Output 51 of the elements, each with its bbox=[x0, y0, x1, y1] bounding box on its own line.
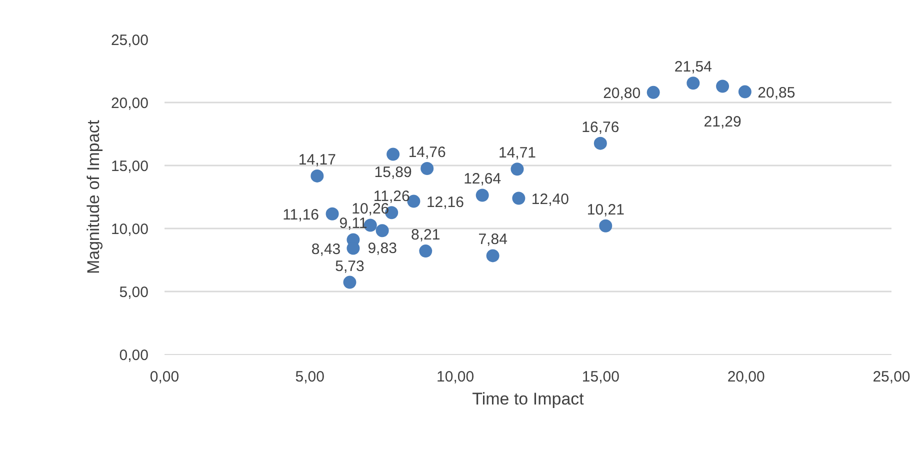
x-tick-label: 20,00 bbox=[727, 368, 765, 386]
data-label: 8,43 bbox=[311, 240, 341, 258]
data-label: 7,84 bbox=[478, 231, 508, 248]
point bbox=[419, 244, 432, 258]
y-tick-label: 20,00 bbox=[110, 95, 149, 112]
x-tick-label: 0,00 bbox=[150, 368, 180, 386]
point bbox=[510, 162, 524, 176]
data-label: 21,29 bbox=[704, 114, 742, 131]
point bbox=[343, 276, 356, 289]
point bbox=[738, 85, 752, 98]
point bbox=[386, 148, 400, 161]
data-label: 15,89 bbox=[374, 164, 412, 181]
y-tick-label: 5,00 bbox=[119, 284, 149, 301]
point bbox=[594, 136, 607, 150]
x-axis-title: Time to Impact bbox=[472, 390, 584, 408]
data-label: 11,16 bbox=[282, 206, 320, 224]
point bbox=[326, 207, 339, 220]
point bbox=[420, 162, 434, 176]
point bbox=[376, 224, 389, 238]
data-label: 12,40 bbox=[531, 190, 569, 208]
point bbox=[486, 249, 500, 262]
data-label: 20,85 bbox=[758, 84, 796, 102]
point bbox=[310, 169, 324, 182]
x-tick-label: 5,00 bbox=[295, 368, 325, 386]
data-label: 8,21 bbox=[411, 226, 440, 244]
point bbox=[476, 188, 489, 202]
x-tick-label: 15,00 bbox=[582, 368, 620, 386]
y-tick-label: 0,00 bbox=[119, 347, 149, 364]
point bbox=[599, 219, 612, 232]
point bbox=[686, 76, 700, 90]
data-label: 12,64 bbox=[464, 170, 502, 188]
data-label: 10,21 bbox=[586, 201, 624, 218]
data-label: 5,73 bbox=[335, 258, 364, 275]
data-label: 20,80 bbox=[603, 84, 641, 102]
data-label: 21,54 bbox=[674, 58, 712, 76]
y-tick-label: 10,00 bbox=[110, 221, 149, 238]
data-label: 14,71 bbox=[498, 144, 536, 162]
data-label: 10,26 bbox=[352, 200, 390, 218]
data-label: 16,76 bbox=[582, 118, 620, 136]
data-label: 14,76 bbox=[408, 144, 446, 162]
data-label: 14,17 bbox=[298, 151, 336, 168]
point bbox=[716, 80, 730, 93]
data-label: 9,83 bbox=[368, 240, 397, 258]
point bbox=[512, 192, 526, 205]
x-tick-label: 10,00 bbox=[436, 368, 474, 386]
x-tick-label: 25,00 bbox=[872, 368, 910, 386]
y-axis-title: Magnitude of Impact bbox=[84, 120, 103, 274]
data-label: 12,16 bbox=[426, 194, 464, 211]
point bbox=[646, 86, 660, 99]
y-tick-label: 25,00 bbox=[110, 32, 149, 49]
y-tick-label: 15,00 bbox=[110, 158, 149, 175]
